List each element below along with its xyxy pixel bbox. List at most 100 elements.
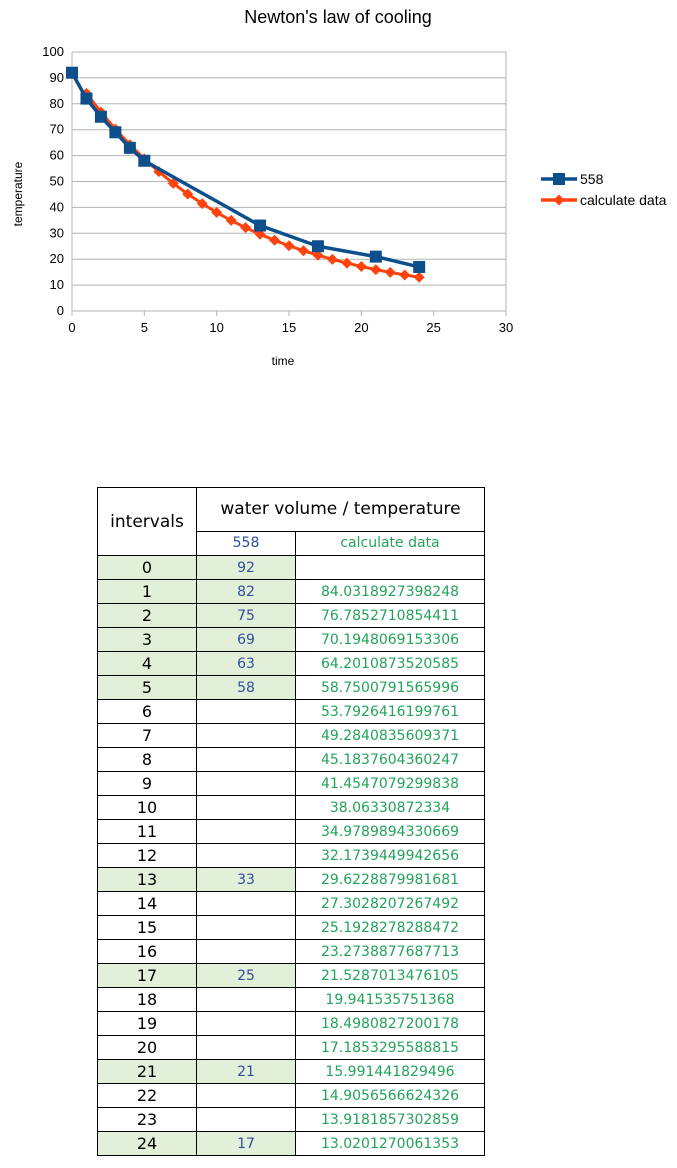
table-row: 20 17.1853295588815 <box>97 1035 485 1060</box>
cell-calculate-data: 84.0318927398248 <box>295 579 485 604</box>
cell-558 <box>196 819 296 844</box>
cell-558 <box>196 939 296 964</box>
table-row: 17 25 21.5287013476105 <box>97 963 485 988</box>
data-point <box>225 214 237 226</box>
table-row: 5 58 58.7500791565996 <box>97 675 485 700</box>
cell-558 <box>196 1011 296 1036</box>
series-line <box>70 71 420 269</box>
data-point <box>355 260 367 272</box>
cell-calculate-data: 19.941535751368 <box>295 987 485 1012</box>
cell-calculate-data: 41.4547079299838 <box>295 771 485 796</box>
data-point <box>211 206 223 218</box>
series-558 <box>66 66 426 273</box>
cell-558 <box>196 747 296 772</box>
y-tick-label: 60 <box>50 148 64 163</box>
cell-558 <box>196 1107 296 1132</box>
cell-interval: 12 <box>97 843 197 868</box>
cell-558 <box>196 795 296 820</box>
data-table: intervals water volume / temperature 558… <box>97 487 485 1156</box>
legend-label: calculate data <box>580 192 667 208</box>
data-point <box>370 264 382 276</box>
table-row: 10 38.06330872334 <box>97 795 485 820</box>
table-row: 21 21 15.991441829496 <box>97 1059 485 1084</box>
cell-558: 58 <box>196 675 296 700</box>
cell-interval: 6 <box>97 699 197 724</box>
y-tick-label: 100 <box>42 44 64 59</box>
cell-calculate-data: 14.9056566624326 <box>295 1083 485 1108</box>
table-row: 8 45.1837604360247 <box>97 747 485 772</box>
data-point <box>254 228 266 240</box>
cell-558: 63 <box>196 651 296 676</box>
cell-calculate-data: 25.1928278288472 <box>295 915 485 940</box>
x-tick-label: 20 <box>354 320 368 335</box>
header-calculate-data: calculate data <box>295 530 485 557</box>
cell-interval: 11 <box>97 819 197 844</box>
table-row: 0 92 <box>97 555 485 580</box>
y-tick-label: 40 <box>50 199 64 214</box>
table-row: 16 23.2738877687713 <box>97 939 485 964</box>
legend-item: calculate data <box>541 192 667 208</box>
data-point <box>283 240 295 252</box>
cell-558 <box>196 987 296 1012</box>
x-tick-label: 0 <box>68 320 75 335</box>
cell-interval: 23 <box>97 1107 197 1132</box>
cell-calculate-data: 70.1948069153306 <box>295 627 485 652</box>
cell-interval: 7 <box>97 723 197 748</box>
series-line <box>85 92 420 279</box>
y-tick-label: 50 <box>50 174 64 189</box>
header-558: 558 <box>196 530 296 557</box>
cell-calculate-data: 17.1853295588815 <box>295 1035 485 1060</box>
y-tick-label: 20 <box>50 251 64 266</box>
cell-interval: 2 <box>97 603 197 628</box>
x-tick-label: 25 <box>426 320 440 335</box>
cell-558: 75 <box>196 603 296 628</box>
cell-interval: 5 <box>97 675 197 700</box>
cell-calculate-data: 18.4980827200178 <box>295 1011 485 1036</box>
y-tick-label: 70 <box>50 122 64 137</box>
chart-legend: 558 calculate data <box>541 171 667 208</box>
legend-label: 558 <box>580 171 604 187</box>
chart-axes: 0 10 20 30 40 50 60 70 80 90 100 0 5 10 15 20 25 30 <box>42 44 513 335</box>
cell-calculate-data: 29.6228879981681 <box>295 867 485 892</box>
x-tick-label: 15 <box>282 320 296 335</box>
data-point <box>312 249 324 261</box>
data-point <box>399 269 411 281</box>
cell-558 <box>196 771 296 796</box>
cell-calculate-data: 21.5287013476105 <box>295 963 485 988</box>
cell-calculate-data: 53.7926416199761 <box>295 699 485 724</box>
cell-interval: 21 <box>97 1059 197 1084</box>
cell-interval: 18 <box>97 987 197 1012</box>
cell-558: 69 <box>196 627 296 652</box>
data-point <box>311 240 324 253</box>
cell-calculate-data: 45.1837604360247 <box>295 747 485 772</box>
cell-calculate-data: 27.3028207267492 <box>295 891 485 916</box>
table-row: 7 49.2840835609371 <box>97 723 485 748</box>
chart-series <box>66 66 426 283</box>
table-row: 15 25.1928278288472 <box>97 915 485 940</box>
chart-title: Newton's law of cooling <box>244 7 432 27</box>
legend-item: 558 <box>541 171 604 187</box>
cell-calculate-data: 49.2840835609371 <box>295 723 485 748</box>
y-tick-label: 0 <box>57 303 64 318</box>
cell-interval: 8 <box>97 747 197 772</box>
table-row: 6 53.7926416199761 <box>97 699 485 724</box>
data-point <box>66 66 78 79</box>
cell-calculate-data: 58.7500791565996 <box>295 675 485 700</box>
table-row: 4 63 64.2010873520585 <box>97 651 485 676</box>
y-tick-label: 80 <box>50 96 64 111</box>
header-intervals: intervals <box>97 487 197 556</box>
y-tick-label: 10 <box>50 277 64 292</box>
data-point <box>369 250 382 263</box>
data-point <box>384 266 396 278</box>
cell-interval: 14 <box>97 891 197 916</box>
cell-558: 25 <box>196 963 296 988</box>
cell-558: 33 <box>196 867 296 892</box>
cell-interval: 15 <box>97 915 197 940</box>
cell-calculate-data: 32.1739449942656 <box>295 843 485 868</box>
cell-558 <box>196 915 296 940</box>
data-point <box>80 92 93 105</box>
data-point <box>196 198 208 210</box>
cell-interval: 0 <box>97 555 197 580</box>
cell-558 <box>196 723 296 748</box>
legend-marker <box>553 173 565 185</box>
